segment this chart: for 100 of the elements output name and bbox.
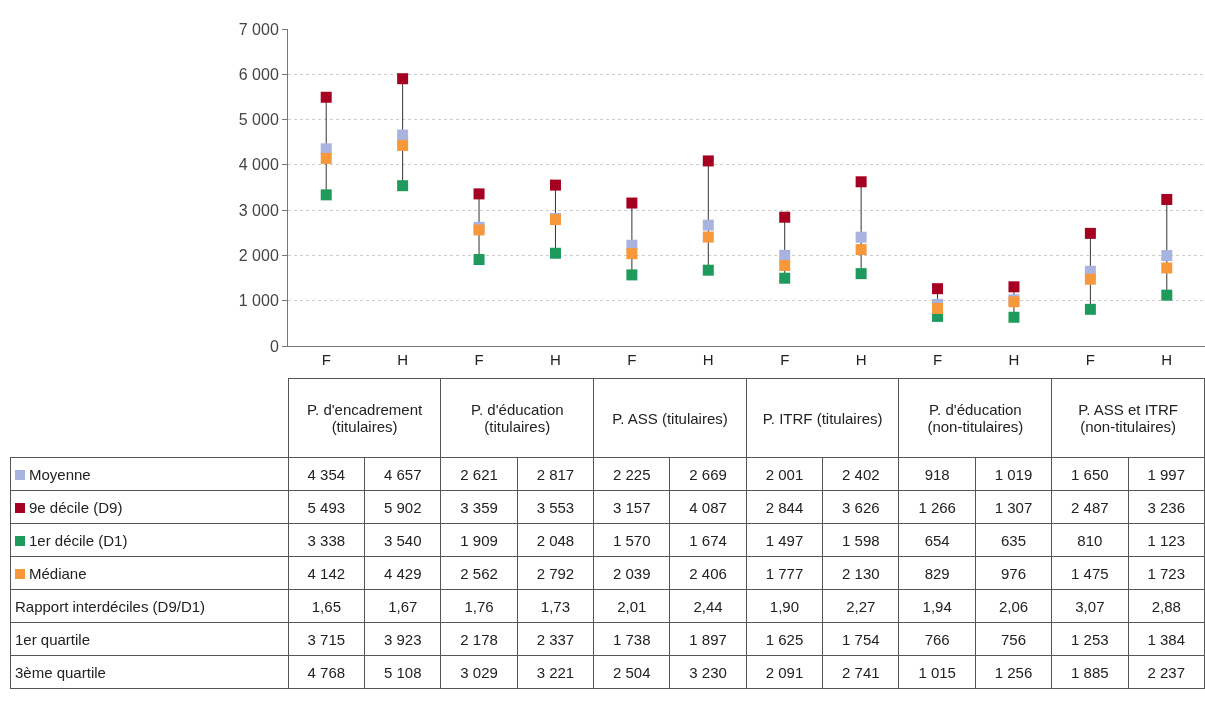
data-label: 1 307 — [975, 490, 1052, 524]
data-label: 2 792 — [517, 556, 594, 590]
text: 3 715 — [307, 630, 346, 648]
text: 1 885 — [1071, 663, 1109, 681]
data-label: 2 225 — [593, 457, 670, 491]
legend-label: 9e décile (D9) — [29, 498, 123, 516]
data-label: 2 402 — [822, 457, 899, 491]
x-tick-label: F — [1085, 351, 1095, 368]
text: P. d'éducation (titulaires) — [470, 401, 564, 435]
data-label: 3 157 — [593, 490, 670, 524]
data-label: 810 — [1051, 523, 1129, 557]
data-label: 4 087 — [669, 490, 747, 524]
y-tick-label: 7 000 — [238, 20, 279, 38]
point — [855, 268, 867, 280]
point — [779, 272, 791, 284]
y-tick-label: 0 — [269, 337, 279, 355]
x-tick-label: H — [1008, 351, 1020, 368]
text: P. ITRF (titulaires) — [762, 409, 883, 427]
text: 2 237 — [1147, 663, 1186, 681]
text: 2,88 — [1151, 597, 1181, 615]
data-label: 1 475 — [1051, 556, 1129, 590]
text: Rapport interdéciles (D9/D1) — [15, 597, 206, 615]
data-label: 1 123 — [1128, 523, 1205, 557]
text: 1,94 — [922, 597, 952, 615]
data-label: 3 338 — [288, 523, 365, 557]
data-label: 1 570 — [593, 523, 670, 557]
x-tick-label: H — [1161, 351, 1173, 368]
text: 2,01 — [617, 597, 647, 615]
text: 2 178 — [460, 630, 498, 648]
data-label: 3 359 — [440, 490, 518, 524]
point — [1161, 289, 1173, 301]
data-label: 4 142 — [288, 556, 365, 590]
y-tick-label: 1 000 — [238, 292, 279, 310]
point — [549, 179, 561, 191]
data-label: 4 354 — [288, 457, 365, 491]
point — [549, 247, 561, 259]
point — [1161, 250, 1173, 262]
point — [320, 143, 332, 155]
data-label: 635 — [975, 523, 1052, 557]
legend-label: Médiane — [29, 564, 87, 582]
y-tick-label: 2 000 — [238, 247, 279, 265]
data-label: 2 562 — [440, 556, 518, 590]
point — [397, 129, 409, 141]
point — [855, 176, 867, 188]
point — [932, 302, 944, 314]
point — [855, 231, 867, 243]
text: 2,44 — [693, 597, 723, 615]
text: 1,67 — [388, 597, 418, 615]
data-label: 1 997 — [1128, 457, 1205, 491]
point — [702, 219, 714, 231]
text: 1 015 — [918, 663, 956, 681]
x-tick-label: H — [397, 351, 409, 368]
x-tick-label: F — [321, 351, 331, 368]
text: 2 337 — [536, 630, 575, 648]
text: 1 253 — [1071, 630, 1109, 648]
data-label: 2 817 — [517, 457, 594, 491]
data-label: 5 493 — [288, 490, 365, 524]
text: P. ASS et ITRF (non-titulaires) — [1078, 401, 1178, 435]
data-label: 918 — [898, 457, 976, 491]
point — [702, 264, 714, 276]
data-label: 3 540 — [364, 523, 441, 557]
text: 2 741 — [842, 663, 880, 681]
data-label: 2 844 — [746, 490, 823, 524]
data-label: 2 621 — [440, 457, 518, 491]
text: 1er quartile — [15, 630, 91, 648]
text: 2,06 — [998, 597, 1029, 615]
text: 1,90 — [769, 597, 800, 615]
data-label: 5 902 — [364, 490, 441, 524]
text: 2,27 — [846, 597, 876, 615]
text: 2 091 — [765, 663, 804, 681]
text: 3 221 — [536, 663, 575, 681]
point — [779, 211, 791, 223]
point — [626, 248, 638, 260]
text: 1 754 — [842, 630, 880, 648]
text: 1,73 — [540, 597, 571, 615]
text: P. d'encadrement (titulaires) — [306, 401, 423, 435]
text: 1 897 — [689, 630, 727, 648]
data-label: 2 001 — [746, 457, 823, 491]
text: 3 029 — [460, 663, 498, 681]
point — [932, 283, 944, 295]
point — [397, 180, 409, 192]
legend-label: Moyenne — [29, 465, 91, 483]
point — [1008, 311, 1020, 323]
text: 3,07 — [1075, 597, 1105, 615]
x-tick-label: H — [702, 351, 714, 368]
text: 766 — [924, 630, 950, 648]
text: 3 923 — [383, 630, 422, 648]
data-label: 4 429 — [364, 556, 441, 590]
point — [320, 91, 332, 103]
data-label: 2 130 — [822, 556, 899, 590]
point — [1084, 303, 1096, 315]
point — [702, 231, 714, 243]
point — [702, 155, 714, 167]
data-label: 2 048 — [517, 523, 594, 557]
point — [473, 188, 485, 200]
text: P. ASS (titulaires) — [612, 409, 728, 427]
text: 1 384 — [1147, 630, 1186, 648]
point — [626, 197, 638, 209]
y-tick-label: 3 000 — [238, 201, 279, 219]
text: 1 738 — [613, 630, 651, 648]
